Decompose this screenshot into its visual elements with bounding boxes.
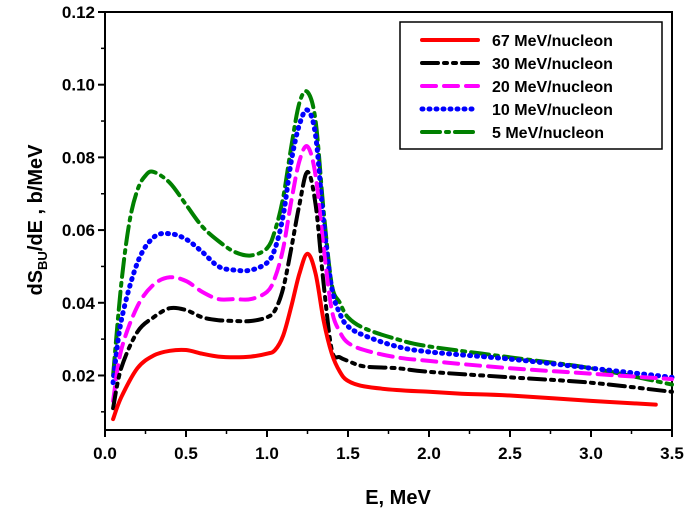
x-tick-label: 3.0 [579, 444, 603, 463]
legend: 67 MeV/nucleon 30 MeV/nucleon 20 MeV/nucle… [399, 21, 663, 150]
series-line-20-mev [111, 144, 674, 403]
legend-label: 20 MeV/nucleon [492, 79, 613, 96]
x-tick-label: 2.0 [417, 444, 441, 463]
y-axis-label-prefix: dS [25, 270, 47, 296]
series-lines [110, 89, 675, 422]
series-line-30-mev [111, 169, 674, 411]
series-line-10-mev [110, 107, 675, 386]
y-tick-label: 0.10 [62, 76, 95, 95]
x-tick-label: 2.5 [498, 444, 522, 463]
x-tick-label: 1.0 [255, 444, 279, 463]
x-tick-label: 3.5 [660, 444, 684, 463]
legend-label: 10 MeV/nucleon [492, 102, 613, 119]
y-tick-label: 0.08 [62, 148, 95, 167]
legend-label: 30 MeV/nucleon [492, 56, 613, 73]
y-axis-label: dSBU/dE , b/MeV [25, 144, 50, 296]
x-axis-label: E, MeV [365, 487, 431, 509]
y-tick-label: 0.12 [62, 3, 95, 22]
x-tick-label: 0.5 [174, 444, 198, 463]
y-axis-label-suffix: /dE , b/MeV [25, 144, 47, 251]
y-tick-label: 0.06 [62, 221, 95, 240]
y-axis-label-sub: BU [35, 251, 50, 270]
x-tick-label: 0.0 [93, 444, 117, 463]
y-tick-label: 0.02 [62, 366, 95, 385]
y-tick-label: 0.04 [62, 294, 96, 313]
axis-ticks: 0.0 0.5 1.0 1.5 2.0 2.5 3.0 3.5 0.02 0.04 0.06 0.08… [62, 3, 684, 463]
legend-label: 5 MeV/nucleon [492, 125, 604, 142]
x-tick-label: 1.5 [336, 444, 360, 463]
legend-label: 67 MeV/nucleon [492, 33, 613, 50]
series-line-67-mev [111, 251, 658, 422]
